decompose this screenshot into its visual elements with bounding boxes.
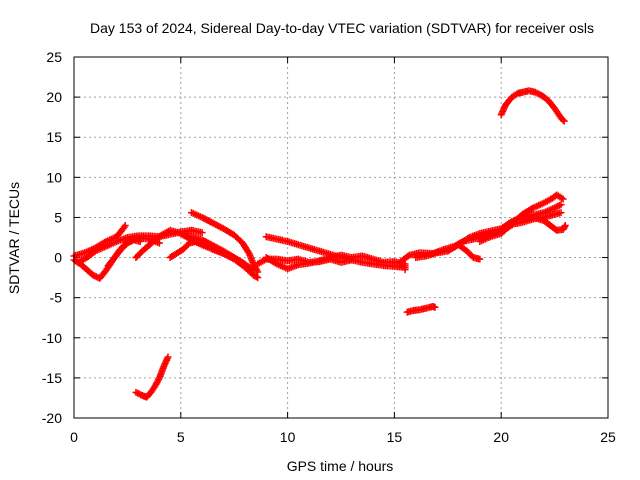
y-tick-label: -15 [42,370,62,386]
series-track-o [454,241,484,263]
y-tick-label: 5 [54,209,62,225]
data-point [348,256,356,264]
data-point [164,353,172,361]
series-track-k [262,233,356,264]
tick-labels: 0 5 10 15 20 25 -20 -15 -10 -5 0 5 10 15 20 25 [42,49,616,445]
y-tick-label: -5 [50,290,63,306]
y-tick-label: 10 [46,169,62,185]
series-track-h [181,231,257,274]
data-series [70,87,569,401]
data-point [254,268,262,276]
data-point [404,252,412,260]
data-point [136,238,144,246]
data-point [401,266,409,274]
plot-frame [73,56,609,419]
y-tick-label: 15 [46,129,62,145]
data-point [252,273,260,281]
data-point [198,229,206,237]
data-point [560,117,568,125]
y-tick-label: -10 [42,330,62,346]
series-track-p [519,213,569,234]
data-point [249,266,257,274]
data-point [559,116,567,124]
y-tick-label: 20 [46,89,62,105]
series-track-d [104,236,144,270]
data-point [557,201,565,209]
series-track-r [403,302,439,316]
y-tick-label: -20 [42,410,62,426]
series-track-q [497,87,568,125]
series-track-n [476,191,567,246]
series-track-g [187,209,262,276]
x-tick-label: 0 [70,429,78,445]
x-tick-label: 20 [493,429,509,445]
series-track-c [74,226,206,266]
y-axis-label: SDTVAR / TECUs [6,182,22,294]
data-point [431,303,439,311]
x-axis-label: GPS time / hours [287,458,394,474]
series-track-s [132,353,172,401]
y-tick-label: 0 [54,250,62,266]
x-tick-label: 10 [280,429,296,445]
series-track-m [412,201,565,262]
x-tick-label: 25 [600,429,616,445]
data-point [561,221,569,229]
x-tick-label: 15 [387,429,403,445]
chart-title: Day 153 of 2024, Sidereal Day-to-day VTE… [90,20,594,36]
data-point [557,209,565,217]
data-point [121,221,129,229]
y-tick-label: 25 [46,49,62,65]
data-point [476,255,484,263]
data-point [559,195,567,203]
data-point [155,239,163,247]
x-tick-label: 5 [177,429,185,445]
